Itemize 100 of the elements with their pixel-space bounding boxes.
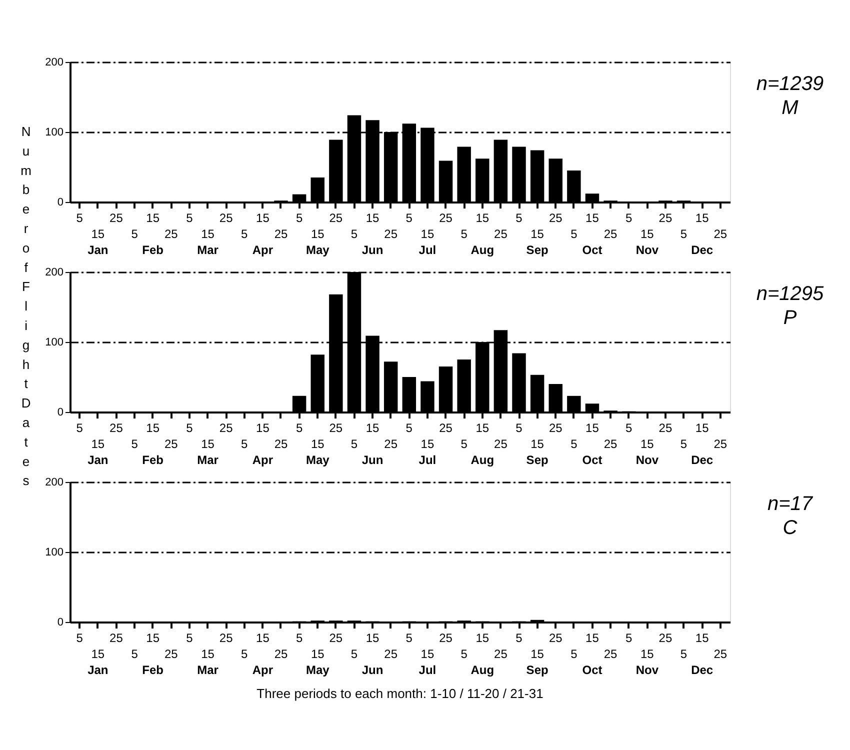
x-tick-label: 5 <box>516 211 523 225</box>
text: n=17 <box>767 493 814 515</box>
y-tick-label: 200 <box>45 266 64 278</box>
category-label: 15 Aug <box>470 421 494 467</box>
category-label: 15 Mar <box>197 437 218 467</box>
x-tick-label: 25 <box>548 631 563 645</box>
x-tick-label: 5 <box>460 227 468 241</box>
x-tick-label: 25 <box>110 421 124 435</box>
x-tick-label: 25 <box>219 421 234 435</box>
category-label: 15 Nov <box>636 227 658 257</box>
x-tick-label: 5 <box>460 647 468 661</box>
category-label: 15 Jun <box>362 421 384 467</box>
category-label: 15 Apr <box>252 421 274 467</box>
category-label: 15 Jul <box>418 227 436 257</box>
category-label: 15 Sep <box>526 437 548 467</box>
x-tick-label: 25 <box>219 631 234 645</box>
category-label: 15 May <box>306 227 330 257</box>
x-tick-label: 25 <box>329 631 343 645</box>
x-tick-label: 5 <box>406 421 413 435</box>
x-tick-label: 5 <box>680 437 688 451</box>
x-tick-label: 25 <box>604 227 618 241</box>
category-label: 15 Dec <box>691 211 714 257</box>
category-label: 15 Jun <box>362 631 384 677</box>
x-tick-label: 25 <box>164 647 178 661</box>
y-tick-label: 100 <box>45 336 64 348</box>
category-label: 15 Aug <box>470 631 494 677</box>
x-tick-label: 25 <box>604 647 618 661</box>
y-tick-label: 200 <box>45 56 64 68</box>
x-tick-label: 25 <box>219 211 234 225</box>
category-label: 15 May <box>306 437 330 467</box>
x-tick-label: 5 <box>296 631 303 645</box>
x-tick-label: 5 <box>76 211 84 225</box>
x-tick-label: 5 <box>460 437 468 451</box>
x-tick-label: 25 <box>274 437 288 451</box>
y-tick-label: 0 <box>57 616 64 628</box>
x-tick-label: 5 <box>406 631 413 645</box>
x-tick-label: 5 <box>570 647 578 661</box>
x-tick-label: 5 <box>241 227 248 241</box>
category-label: 15 Sep <box>526 227 548 257</box>
x-tick-label: 25 <box>658 211 672 225</box>
category-label: 15 Feb <box>142 211 164 257</box>
x-tick-label: 5 <box>516 421 523 435</box>
category-label: 15 Jul <box>418 437 436 467</box>
x-tick-label: 5 <box>350 647 358 661</box>
y-tick-label: 200 <box>45 476 64 488</box>
x-tick-label: 25 <box>384 227 398 241</box>
category-label: 15 Jan <box>88 227 108 257</box>
category-label: 15 Mar <box>197 227 218 257</box>
category-label: 15 Apr <box>252 631 274 677</box>
x-tick-label: 5 <box>626 211 633 225</box>
x-tick-label: 5 <box>131 437 138 451</box>
x-tick-label: 5 <box>350 227 358 241</box>
category-label: 15 Nov <box>636 647 658 677</box>
x-tick-label: 25 <box>439 211 453 225</box>
x-tick-label: 25 <box>548 421 563 435</box>
category-label: 15 Feb <box>142 631 164 677</box>
x-tick-label: 25 <box>494 227 508 241</box>
x-tick-label: 25 <box>164 227 178 241</box>
category-label: 15 Mar <box>197 647 218 677</box>
text: C <box>782 517 798 539</box>
x-tick-label: 25 <box>329 211 343 225</box>
category-label: 15 Dec <box>691 421 714 467</box>
x-tick-label: 5 <box>131 227 138 241</box>
category-label: 15 Nov <box>636 437 658 467</box>
category-label: 15 Apr <box>252 211 274 257</box>
y-tick-label: 100 <box>45 126 64 138</box>
x-tick-label: 5 <box>570 437 578 451</box>
x-tick-label: 5 <box>76 631 84 645</box>
category-label: 15 Oct <box>582 421 602 467</box>
category-label: 15 Jan <box>88 437 108 467</box>
text: M <box>782 97 799 119</box>
category-label: 15 Oct <box>582 631 602 677</box>
x-tick-label: 5 <box>516 631 523 645</box>
category-label: 15 Sep <box>526 647 548 677</box>
x-tick-label: 25 <box>384 647 398 661</box>
category-label: 15 Dec <box>691 631 714 677</box>
x-tick-label: 5 <box>186 631 194 645</box>
y-tick-label: 0 <box>57 406 64 418</box>
x-tick-label: 5 <box>626 421 633 435</box>
category-label: 15 Jun <box>362 211 384 257</box>
x-tick-label: 25 <box>658 421 672 435</box>
y-tick-label: 0 <box>57 196 64 208</box>
x-tick-label: 5 <box>241 647 248 661</box>
x-tick-label: 5 <box>680 227 688 241</box>
x-tick-label: 5 <box>626 631 633 645</box>
x-tick-label: 25 <box>714 437 728 451</box>
x-tick-label: 25 <box>439 631 453 645</box>
x-tick-label: 25 <box>604 437 618 451</box>
x-axis-title: Three periods to each month: 1-10 / 11-20 / 21-31 <box>256 686 544 701</box>
y-tick-label: 100 <box>45 546 64 558</box>
x-tick-label: 5 <box>76 421 84 435</box>
x-tick-label: 25 <box>110 631 124 645</box>
category-label: 15 Jul <box>418 647 436 677</box>
x-tick-label: 25 <box>658 631 672 645</box>
x-tick-label: 25 <box>274 227 288 241</box>
x-tick-label: 25 <box>494 437 508 451</box>
x-tick-label: 5 <box>241 437 248 451</box>
x-tick-label: 25 <box>494 647 508 661</box>
text: Number of Flight Dates <box>20 124 32 488</box>
category-label: 15 May <box>306 647 330 677</box>
